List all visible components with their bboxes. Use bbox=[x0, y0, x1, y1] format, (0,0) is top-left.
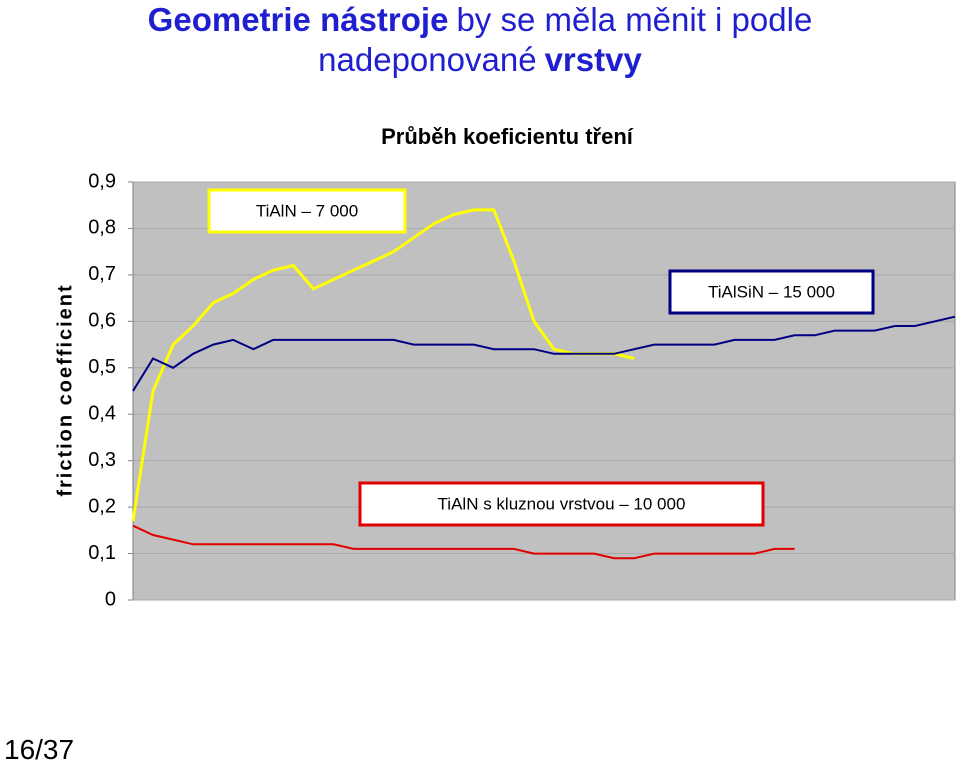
y-tick-label: 0,8 bbox=[88, 217, 116, 239]
heading-part: vrstvy bbox=[544, 41, 642, 78]
series-label-box bbox=[207, 188, 407, 234]
heading-part: Geometrie nástroje bbox=[147, 1, 449, 38]
series-label: TiAlN – 7 000 bbox=[256, 201, 358, 220]
series-line bbox=[131, 208, 635, 522]
y-tick-label: 0,3 bbox=[88, 449, 116, 471]
page-number: 16/37 bbox=[4, 734, 75, 765]
series-label-box bbox=[668, 269, 875, 315]
heading-part: by se měla měnit i podle bbox=[456, 1, 813, 38]
heading: Geometrie nástroje by se měla měnit i pod… bbox=[0, 0, 960, 80]
y-tick-label: 0,7 bbox=[88, 263, 116, 285]
y-tick-label: 0,9 bbox=[88, 170, 116, 192]
series-line bbox=[132, 524, 795, 560]
y-tick-label: 0,4 bbox=[88, 403, 116, 425]
heading-part: nadeponované bbox=[318, 41, 537, 78]
series-label: TiAlSiN – 15 000 bbox=[708, 282, 835, 301]
y-axis-label: friction coefficient bbox=[54, 283, 76, 496]
y-tick-label: 0,6 bbox=[88, 310, 116, 332]
y-tick-label: 0,2 bbox=[88, 495, 116, 517]
chart-title: Průběh koeficientu tření bbox=[381, 124, 634, 149]
plot-area bbox=[132, 181, 956, 601]
series-line bbox=[132, 315, 956, 392]
series-label-box bbox=[358, 481, 765, 527]
series-label: TiAlN s kluznou vrstvou – 10 000 bbox=[438, 494, 686, 513]
y-tick-label: 0 bbox=[105, 588, 116, 610]
y-tick-label: 0,5 bbox=[88, 356, 116, 378]
y-tick-label: 0,1 bbox=[88, 542, 116, 564]
